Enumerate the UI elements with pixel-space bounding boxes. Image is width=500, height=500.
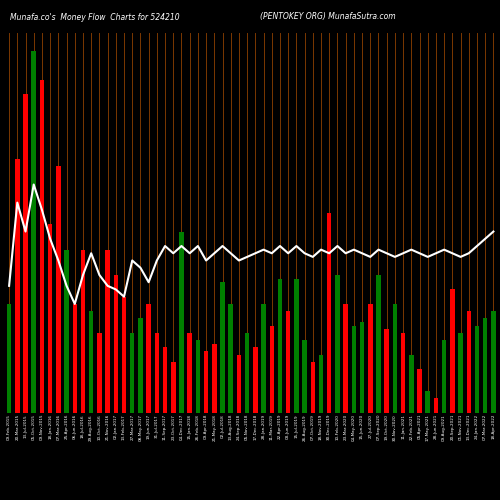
Bar — [188, 333, 192, 412]
Bar — [212, 344, 216, 412]
Bar — [163, 348, 168, 412]
Bar — [40, 80, 44, 412]
Bar — [130, 333, 134, 412]
Bar — [72, 304, 77, 412]
Bar — [401, 333, 406, 412]
Bar — [245, 333, 250, 412]
Bar — [474, 326, 479, 412]
Bar — [319, 354, 324, 412]
Bar — [466, 311, 471, 412]
Bar — [335, 275, 340, 412]
Bar — [196, 340, 200, 412]
Bar — [32, 50, 36, 412]
Bar — [327, 214, 332, 412]
Bar — [48, 224, 52, 412]
Bar — [204, 351, 208, 412]
Bar — [376, 275, 380, 412]
Bar — [352, 326, 356, 412]
Bar — [138, 318, 142, 412]
Bar — [15, 159, 20, 412]
Bar — [220, 282, 225, 412]
Bar — [426, 391, 430, 412]
Bar — [7, 304, 12, 412]
Bar — [458, 333, 463, 412]
Bar — [114, 275, 118, 412]
Bar — [450, 290, 454, 412]
Bar — [64, 250, 69, 412]
Text: (PENTOKEY ORG) MunafaSutra.com: (PENTOKEY ORG) MunafaSutra.com — [260, 12, 396, 22]
Bar — [89, 311, 94, 412]
Bar — [228, 304, 233, 412]
Bar — [344, 304, 348, 412]
Bar — [253, 348, 258, 412]
Bar — [106, 250, 110, 412]
Bar — [80, 250, 85, 412]
Bar — [262, 304, 266, 412]
Bar — [278, 278, 282, 412]
Bar — [146, 304, 151, 412]
Bar — [483, 318, 488, 412]
Bar — [236, 354, 241, 412]
Text: Munafa.co's  Money Flow  Charts for 524210: Munafa.co's Money Flow Charts for 524210 — [10, 12, 179, 22]
Bar — [294, 278, 298, 412]
Bar — [24, 94, 28, 412]
Bar — [56, 166, 60, 412]
Bar — [442, 340, 446, 412]
Bar — [368, 304, 372, 412]
Bar — [434, 398, 438, 412]
Bar — [310, 362, 315, 412]
Bar — [122, 296, 126, 412]
Bar — [384, 330, 389, 412]
Bar — [97, 333, 102, 412]
Bar — [154, 333, 159, 412]
Bar — [418, 369, 422, 412]
Bar — [302, 340, 307, 412]
Bar — [409, 354, 414, 412]
Bar — [179, 232, 184, 412]
Bar — [491, 311, 496, 412]
Bar — [171, 362, 175, 412]
Bar — [392, 304, 397, 412]
Bar — [360, 322, 364, 412]
Bar — [286, 311, 290, 412]
Bar — [270, 326, 274, 412]
